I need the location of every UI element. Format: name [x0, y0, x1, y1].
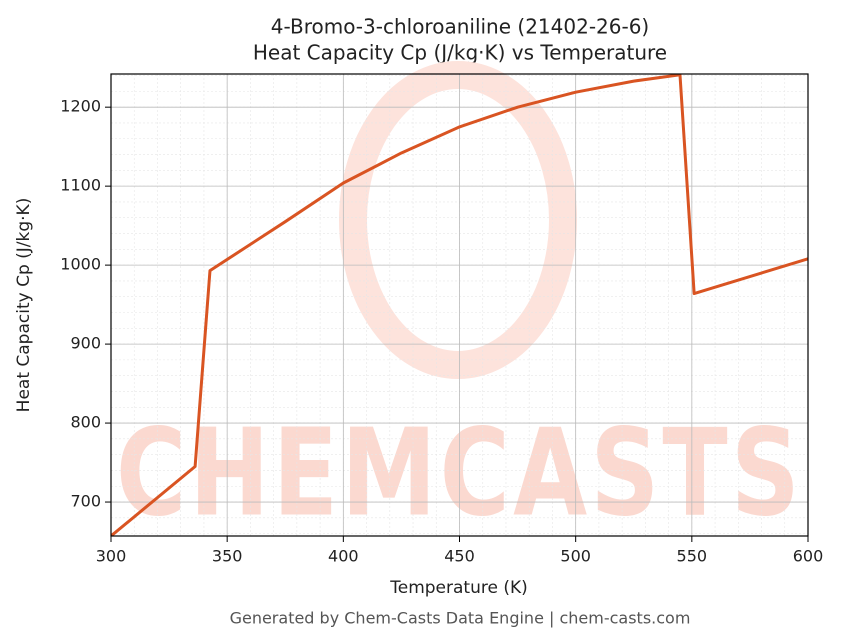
y-tick-label: 900	[70, 334, 101, 353]
x-tick-label: 500	[560, 547, 591, 566]
data-line	[111, 74, 808, 536]
x-tick-label: 350	[212, 547, 243, 566]
x-tick-label: 300	[96, 547, 127, 566]
x-tick-label: 550	[677, 547, 708, 566]
chart-subtitle: Heat Capacity Cp (J/kg·K) vs Temperature	[253, 41, 667, 65]
y-tick-label: 1000	[60, 255, 101, 274]
x-tick-label: 600	[793, 547, 824, 566]
watermark: CHEMCASTS	[116, 405, 803, 544]
plot-frame	[110, 73, 809, 537]
x-tick-label: 450	[444, 547, 475, 566]
x-tick-label: 400	[328, 547, 359, 566]
watermark-ring	[339, 61, 577, 379]
footer: Generated by Chem-Casts Data Engine | ch…	[230, 609, 691, 628]
y-axis-label: Heat Capacity Cp (J/kg·K)	[14, 198, 34, 413]
chart-title: 4-Bromo-3-chloroaniline (21402-26-6)	[271, 15, 649, 39]
y-tick-label: 700	[70, 492, 101, 511]
x-axis-label: Temperature (K)	[389, 578, 528, 598]
y-tick-label: 1200	[60, 97, 101, 116]
y-tick-label: 1100	[60, 176, 101, 195]
y-tick-label: 800	[70, 413, 101, 432]
